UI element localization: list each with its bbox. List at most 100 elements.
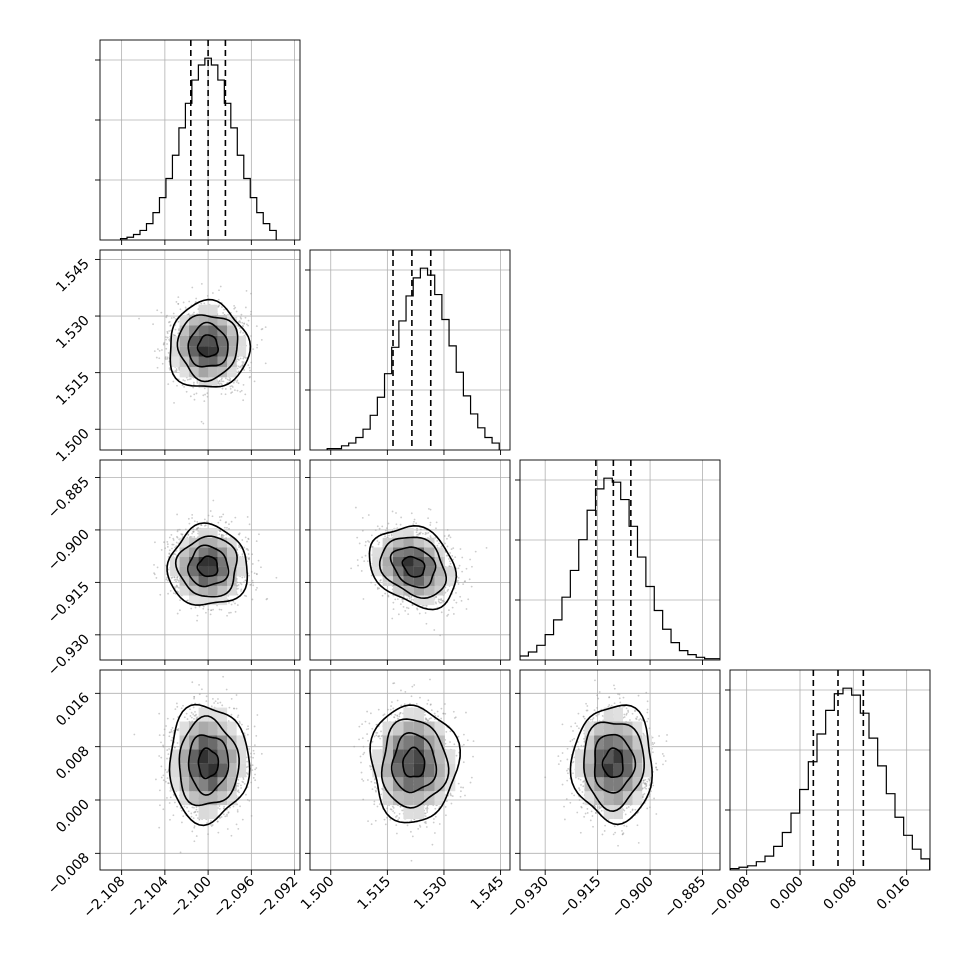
sample-point bbox=[260, 338, 263, 341]
sample-point bbox=[255, 325, 258, 328]
sample-point bbox=[248, 376, 251, 379]
sample-point bbox=[170, 533, 173, 536]
sample-point bbox=[221, 383, 223, 386]
sample-point bbox=[234, 602, 236, 605]
sample-point bbox=[168, 536, 171, 539]
density-cell bbox=[217, 356, 228, 367]
sample-point bbox=[241, 555, 244, 558]
density-cell bbox=[236, 335, 247, 347]
sample-point bbox=[173, 579, 176, 581]
sample-point bbox=[248, 574, 250, 577]
sample-point bbox=[416, 529, 419, 532]
sample-point bbox=[168, 549, 171, 552]
sample-point bbox=[179, 308, 182, 311]
density-cell bbox=[227, 356, 237, 367]
sample-point bbox=[205, 611, 207, 614]
sample-point bbox=[200, 302, 203, 305]
sample-point bbox=[164, 547, 167, 550]
sample-point bbox=[237, 587, 239, 590]
sample-point bbox=[243, 546, 246, 549]
sample-point bbox=[244, 306, 247, 309]
density-cell bbox=[189, 325, 199, 336]
sample-point bbox=[203, 400, 206, 403]
y-tick-label: −0.885 bbox=[45, 474, 93, 522]
sample-point bbox=[157, 348, 159, 351]
density-cell bbox=[217, 595, 228, 606]
density-cell bbox=[179, 366, 190, 378]
sample-point bbox=[166, 332, 169, 335]
sample-point bbox=[240, 590, 242, 592]
sample-point bbox=[196, 614, 199, 617]
density-cell bbox=[198, 356, 209, 367]
density-cell bbox=[208, 366, 218, 378]
sample-point bbox=[166, 336, 169, 339]
sample-point bbox=[211, 515, 214, 518]
sample-point bbox=[250, 335, 252, 337]
density-cell bbox=[198, 346, 209, 357]
sample-point bbox=[193, 311, 195, 314]
sample-point bbox=[223, 308, 225, 311]
sample-point bbox=[177, 528, 179, 531]
sample-point bbox=[220, 393, 223, 395]
sample-point bbox=[248, 366, 251, 369]
sample-point bbox=[221, 387, 224, 390]
density-cell bbox=[208, 528, 218, 538]
sample-point bbox=[176, 585, 178, 587]
sample-point bbox=[182, 379, 185, 381]
sample-point bbox=[196, 619, 198, 622]
sample-point bbox=[229, 379, 232, 382]
sample-point bbox=[243, 581, 245, 584]
sample-point bbox=[247, 364, 250, 367]
sample-point bbox=[192, 381, 195, 384]
density-cell bbox=[198, 595, 209, 606]
density-cell bbox=[217, 346, 228, 357]
sample-point bbox=[245, 595, 248, 598]
sample-point bbox=[236, 358, 239, 360]
sample-point bbox=[194, 606, 197, 609]
sample-point bbox=[238, 320, 241, 322]
y-tick-label: −0.915 bbox=[45, 579, 93, 627]
sample-point bbox=[236, 367, 239, 370]
density-cell bbox=[217, 366, 228, 378]
sample-point bbox=[429, 521, 432, 524]
sample-point bbox=[196, 536, 199, 539]
sample-point bbox=[164, 358, 167, 361]
panel-frame bbox=[309, 249, 511, 451]
sample-point bbox=[233, 304, 236, 307]
sample-point bbox=[228, 523, 230, 526]
contour-line bbox=[166, 522, 249, 606]
sample-point bbox=[239, 331, 242, 334]
sample-point bbox=[220, 535, 223, 538]
sample-point bbox=[195, 297, 198, 300]
density-cell bbox=[189, 595, 199, 606]
density-cell bbox=[179, 547, 190, 558]
sample-point bbox=[255, 588, 257, 591]
sample-point bbox=[183, 379, 186, 382]
sample-point bbox=[226, 614, 228, 617]
sample-point bbox=[235, 310, 238, 313]
sample-point bbox=[187, 313, 190, 315]
sample-point bbox=[169, 368, 171, 371]
density-cell bbox=[208, 304, 218, 316]
contour-line bbox=[196, 555, 219, 578]
sample-point bbox=[275, 576, 278, 579]
sample-point bbox=[219, 519, 222, 522]
sample-point bbox=[203, 518, 206, 521]
sample-point bbox=[234, 306, 237, 309]
panel-content bbox=[310, 460, 510, 660]
density-cell bbox=[189, 335, 199, 347]
sample-point bbox=[165, 347, 168, 350]
sample-point bbox=[166, 545, 169, 548]
sample-point bbox=[176, 577, 179, 579]
sample-point bbox=[243, 576, 246, 578]
density-cell bbox=[217, 537, 228, 548]
density-cell bbox=[198, 557, 209, 567]
sample-point bbox=[164, 356, 167, 358]
sample-point bbox=[203, 387, 206, 390]
sample-point bbox=[166, 579, 169, 582]
density-cell bbox=[189, 346, 199, 357]
sample-point bbox=[224, 377, 227, 380]
sample-point bbox=[191, 532, 194, 535]
sample-point bbox=[184, 306, 187, 309]
sample-point bbox=[251, 563, 254, 565]
